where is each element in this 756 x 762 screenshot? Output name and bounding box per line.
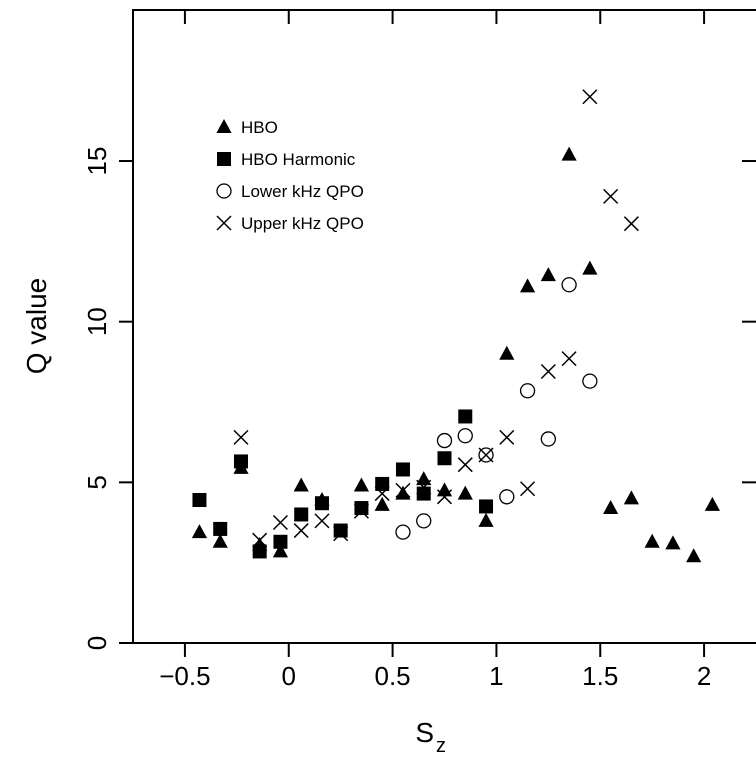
upper-khz-qpo-point: [561, 351, 577, 367]
hbo-harmonic-point: [375, 476, 390, 491]
legend-label-lower-khz-qpo: Lower kHz QPO: [241, 182, 364, 201]
upper-khz-qpo-point: [353, 503, 369, 519]
y-axis-label: Q value: [21, 278, 52, 375]
hbo-point: [457, 485, 473, 500]
legend-marker-lower-khz-qpo: [216, 183, 232, 199]
plot-frame: [132, 9, 756, 644]
hbo-harmonic-point: [416, 486, 431, 501]
hbo-point: [272, 543, 289, 558]
upper-khz-qpo-point: [499, 429, 515, 445]
y-tick-label: 10: [82, 307, 112, 336]
hbo-harmonic-point: [192, 493, 207, 508]
hbo-harmonic-point: [294, 507, 309, 522]
upper-khz-qpo-point: [272, 514, 288, 531]
hbo-harmonic-point: [333, 523, 348, 538]
plot-border: [132, 9, 756, 644]
hbo-harmonic-point: [479, 499, 494, 514]
upper-khz-qpo-point: [395, 482, 411, 498]
upper-khz-qpo-point: [540, 363, 556, 380]
upper-khz-qpo-point: [333, 526, 349, 542]
data-points: [191, 89, 720, 563]
y-tick-label: 5: [82, 475, 112, 489]
upper-khz-qpo-point: [582, 89, 598, 105]
upper-khz-qpo-point: [520, 481, 536, 497]
upper-khz-qpo-point: [233, 429, 249, 445]
lower-khz-qpo-point: [499, 489, 515, 505]
lower-khz-qpo-point: [436, 432, 453, 449]
x-tick-label: 2: [697, 661, 711, 691]
hbo-harmonic-point: [437, 451, 452, 466]
hbo-point: [374, 496, 390, 511]
hbo-point: [416, 471, 432, 486]
upper-khz-qpo-point: [314, 513, 330, 529]
upper-khz-qpo-point: [478, 447, 494, 463]
lower-khz-qpo-point: [395, 524, 411, 540]
hbo-harmonic-point: [252, 544, 267, 559]
hbo-harmonic-point: [273, 534, 288, 549]
hbo-point: [191, 524, 208, 539]
hbo-point: [561, 146, 577, 161]
hbo-point: [686, 548, 702, 563]
y-tick-label: 0: [82, 636, 112, 650]
lower-khz-qpo-point: [519, 383, 536, 399]
hbo-point: [603, 500, 619, 515]
legend-marker-hbo: [216, 119, 232, 133]
hbo-harmonic-point: [354, 501, 369, 516]
legend-label-hbo: HBO: [241, 118, 278, 137]
upper-khz-qpo-point: [374, 486, 390, 502]
hbo-point: [623, 490, 639, 505]
hbo-point: [540, 267, 556, 282]
upper-khz-qpo-point: [623, 216, 639, 232]
lower-khz-qpo-point: [416, 513, 432, 529]
upper-khz-qpo-point: [293, 523, 309, 539]
hbo-harmonic-point: [233, 454, 248, 469]
hbo-point: [436, 482, 453, 497]
upper-khz-qpo-point: [252, 532, 268, 548]
lower-khz-qpo-point: [582, 373, 598, 389]
legend-marker-upper-khz-qpo: [216, 215, 232, 231]
lower-khz-qpo-point: [561, 277, 577, 293]
upper-khz-qpo-point: [416, 479, 432, 495]
x-axis-label-subscript: z: [436, 735, 446, 757]
hbo-point: [499, 345, 515, 360]
hbo-point: [644, 533, 660, 548]
hbo-harmonic-point: [314, 496, 329, 511]
hbo-point: [519, 278, 536, 293]
y-tick-label: 15: [82, 147, 112, 176]
upper-khz-qpo-point: [436, 489, 453, 505]
lower-khz-qpo-point: [478, 447, 494, 463]
x-tick-label: 1.5: [582, 661, 618, 691]
hbo-point: [293, 477, 309, 492]
hbo-point: [582, 260, 598, 275]
hbo-point: [395, 485, 411, 500]
legend-label-upper-khz-qpo: Upper kHz QPO: [241, 214, 364, 233]
upper-khz-qpo-point: [603, 188, 619, 204]
legend-label-hbo-harmonic: HBO Harmonic: [241, 150, 356, 169]
x-tick-label: 0: [282, 661, 296, 691]
hbo-point: [353, 477, 370, 492]
x-axis-label: S: [415, 717, 434, 748]
hbo-harmonic-point: [213, 521, 228, 536]
x-tick-label: −0.5: [159, 661, 210, 691]
hbo-harmonic-point: [395, 462, 410, 477]
lower-khz-qpo-point: [540, 431, 556, 447]
legend: HBO HBO Harmonic Lower kHz QPO Upper kHz QP…: [216, 118, 364, 233]
x-tick-label: 0.5: [375, 661, 411, 691]
legend-marker-hbo-harmonic: [217, 152, 231, 166]
hbo-harmonic-point: [458, 409, 473, 424]
x-tick-label: 1: [489, 661, 503, 691]
hbo-point: [478, 512, 494, 527]
y-axis: 0 5 10 15: [82, 147, 756, 650]
lower-khz-qpo-point: [457, 428, 473, 444]
hbo-point: [665, 535, 681, 550]
x-axis: −0.5 0 0.5 1 1.5 2: [159, 10, 711, 691]
hbo-point: [212, 533, 228, 548]
hbo-point: [704, 496, 720, 511]
upper-khz-qpo-point: [457, 457, 473, 473]
